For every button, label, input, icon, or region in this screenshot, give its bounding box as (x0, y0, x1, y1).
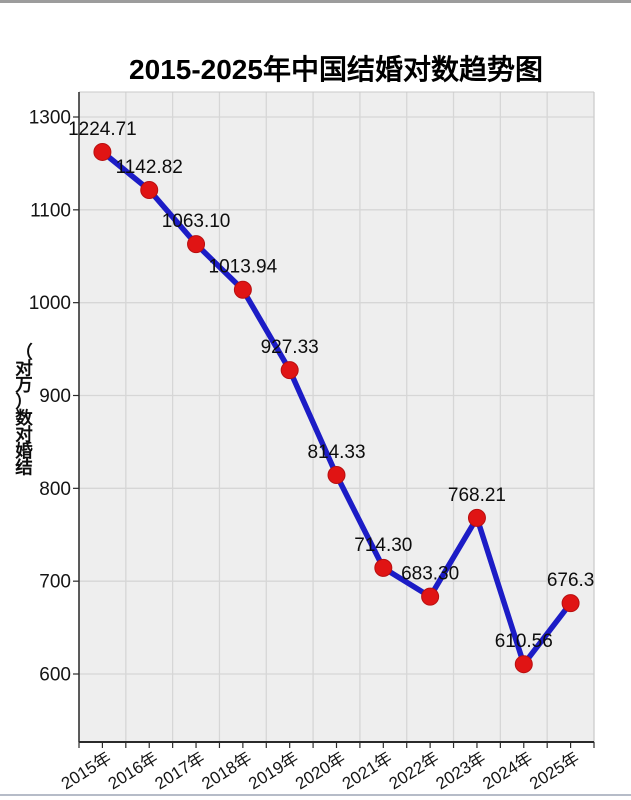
y-axis-title-char: 数 (15, 408, 33, 428)
y-axis-title-char: 结 (15, 458, 33, 478)
x-tick-label: 2017年 (152, 748, 209, 793)
data-point-label: 1142.82 (116, 157, 183, 178)
plot-background (79, 92, 594, 742)
data-point-label: 1224.71 (68, 119, 137, 140)
y-tick-label: 1100 (30, 200, 71, 221)
x-tick-label: 2016年 (105, 748, 162, 793)
x-tick-label: 2025年 (526, 748, 583, 793)
data-point-label: 814.33 (307, 442, 365, 463)
x-tick-label: 2021年 (339, 748, 396, 793)
y-tick-label: 1000 (29, 293, 71, 314)
data-point (93, 142, 112, 161)
y-tick-label: 800 (39, 479, 71, 500)
y-tick-label: 1300 (29, 108, 71, 129)
x-tick-label: 2023年 (433, 748, 490, 793)
data-point (187, 235, 206, 254)
data-point-label: 768.21 (448, 485, 506, 506)
x-tick-label: 2019年 (245, 748, 302, 793)
data-point-label: 1063.10 (162, 211, 231, 232)
y-axis-title-char: 对 (15, 359, 33, 379)
data-point-label: 610.56 (495, 631, 553, 652)
data-point-label: 1013.94 (209, 257, 278, 278)
y-axis-title-char: 婚 (15, 441, 33, 461)
plot-area: 1300110010009008007006002015年2016年2017年2… (14, 91, 595, 793)
x-tick-label: 2022年 (386, 748, 443, 793)
data-point (374, 558, 393, 577)
x-tick-label: 2018年 (198, 748, 255, 793)
data-point (467, 508, 486, 527)
bottom-divider (0, 794, 631, 796)
y-tick-label: 900 (39, 386, 71, 407)
x-tick-label: 2024年 (479, 748, 536, 793)
x-tick-label: 2015年 (58, 748, 115, 793)
y-tick-label: 600 (39, 665, 71, 686)
x-tick-label: 2020年 (292, 748, 349, 793)
y-axis-title-char: ） (15, 392, 33, 412)
data-point (514, 655, 533, 674)
y-tick-label: 700 (39, 572, 71, 593)
data-point-label: 927.33 (261, 337, 319, 358)
data-point (421, 587, 440, 606)
chart-title: 2015-2025年中国结婚对数趋势图 (129, 53, 543, 85)
data-point (140, 180, 159, 199)
data-point-label: 676.3 (547, 570, 595, 591)
data-point-label: 714.30 (354, 535, 412, 556)
y-axis-title-char: 万 (14, 375, 33, 395)
y-axis-title-char: 对 (15, 425, 33, 445)
data-point (327, 466, 346, 485)
top-bar (0, 0, 631, 3)
data-point-label: 683.30 (401, 564, 459, 585)
data-point (280, 361, 299, 380)
data-point (561, 594, 580, 613)
y-axis-title-char: （ (15, 342, 33, 362)
data-point (233, 280, 252, 299)
